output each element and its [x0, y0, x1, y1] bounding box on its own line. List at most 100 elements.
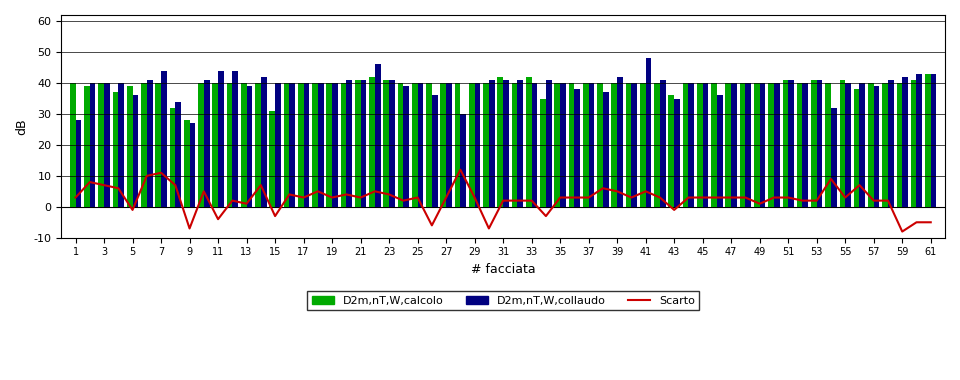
- Bar: [617, 77, 623, 207]
- Bar: [917, 74, 923, 207]
- Bar: [683, 83, 688, 207]
- Bar: [759, 83, 765, 207]
- Bar: [355, 80, 361, 207]
- Bar: [540, 98, 546, 207]
- Bar: [283, 83, 289, 207]
- Bar: [218, 71, 224, 207]
- Bar: [754, 83, 759, 207]
- Bar: [389, 80, 395, 207]
- Bar: [888, 80, 894, 207]
- Bar: [711, 83, 717, 207]
- Bar: [326, 83, 332, 207]
- Bar: [132, 95, 138, 207]
- Bar: [374, 65, 380, 207]
- Bar: [517, 80, 523, 207]
- X-axis label: # facciata: # facciata: [470, 263, 536, 276]
- Bar: [703, 83, 708, 207]
- Bar: [298, 83, 303, 207]
- Bar: [341, 83, 347, 207]
- Bar: [70, 83, 76, 207]
- Bar: [546, 80, 552, 207]
- Bar: [276, 83, 280, 207]
- Bar: [176, 101, 181, 207]
- Bar: [483, 83, 489, 207]
- Y-axis label: dB: dB: [15, 118, 28, 135]
- Bar: [127, 86, 132, 207]
- Bar: [732, 83, 737, 207]
- Bar: [925, 74, 931, 207]
- Bar: [104, 83, 109, 207]
- Bar: [660, 80, 665, 207]
- Bar: [726, 83, 732, 207]
- Bar: [489, 80, 494, 207]
- Bar: [204, 80, 209, 207]
- Bar: [868, 83, 874, 207]
- Bar: [318, 83, 324, 207]
- Bar: [674, 98, 680, 207]
- Bar: [911, 80, 917, 207]
- Bar: [232, 71, 238, 207]
- Bar: [788, 80, 794, 207]
- Bar: [474, 83, 480, 207]
- Bar: [189, 123, 195, 207]
- Bar: [897, 83, 902, 207]
- Bar: [184, 120, 189, 207]
- Bar: [84, 86, 90, 207]
- Bar: [597, 83, 603, 207]
- Bar: [198, 83, 204, 207]
- Bar: [227, 83, 232, 207]
- Bar: [583, 83, 588, 207]
- Bar: [740, 83, 746, 207]
- Bar: [441, 83, 446, 207]
- Bar: [782, 80, 788, 207]
- Bar: [383, 80, 389, 207]
- Bar: [161, 71, 167, 207]
- Bar: [147, 80, 153, 207]
- Bar: [831, 108, 837, 207]
- Bar: [568, 83, 574, 207]
- Bar: [332, 83, 338, 207]
- Bar: [654, 83, 660, 207]
- Bar: [446, 83, 452, 207]
- Bar: [840, 80, 845, 207]
- Bar: [76, 120, 82, 207]
- Bar: [503, 80, 509, 207]
- Bar: [261, 77, 267, 207]
- Bar: [826, 83, 831, 207]
- Bar: [98, 83, 104, 207]
- Bar: [811, 80, 817, 207]
- Bar: [112, 92, 118, 207]
- Bar: [560, 83, 565, 207]
- Bar: [640, 83, 646, 207]
- Bar: [817, 80, 823, 207]
- Bar: [688, 83, 694, 207]
- Bar: [347, 80, 352, 207]
- Bar: [588, 83, 594, 207]
- Bar: [270, 111, 276, 207]
- Bar: [555, 83, 560, 207]
- Bar: [397, 83, 403, 207]
- Bar: [626, 83, 632, 207]
- Bar: [797, 83, 803, 207]
- Bar: [774, 83, 780, 207]
- Bar: [303, 83, 309, 207]
- Bar: [141, 83, 147, 207]
- Bar: [289, 83, 295, 207]
- Bar: [156, 83, 161, 207]
- Bar: [426, 83, 432, 207]
- Bar: [212, 83, 218, 207]
- Bar: [603, 92, 609, 207]
- Bar: [874, 86, 879, 207]
- Bar: [412, 83, 418, 207]
- Bar: [241, 83, 247, 207]
- Bar: [512, 83, 517, 207]
- Bar: [746, 83, 751, 207]
- Bar: [931, 74, 936, 207]
- Bar: [768, 83, 774, 207]
- Bar: [247, 86, 252, 207]
- Bar: [882, 83, 888, 207]
- Bar: [455, 83, 461, 207]
- Bar: [255, 83, 261, 207]
- Bar: [468, 83, 474, 207]
- Bar: [170, 108, 176, 207]
